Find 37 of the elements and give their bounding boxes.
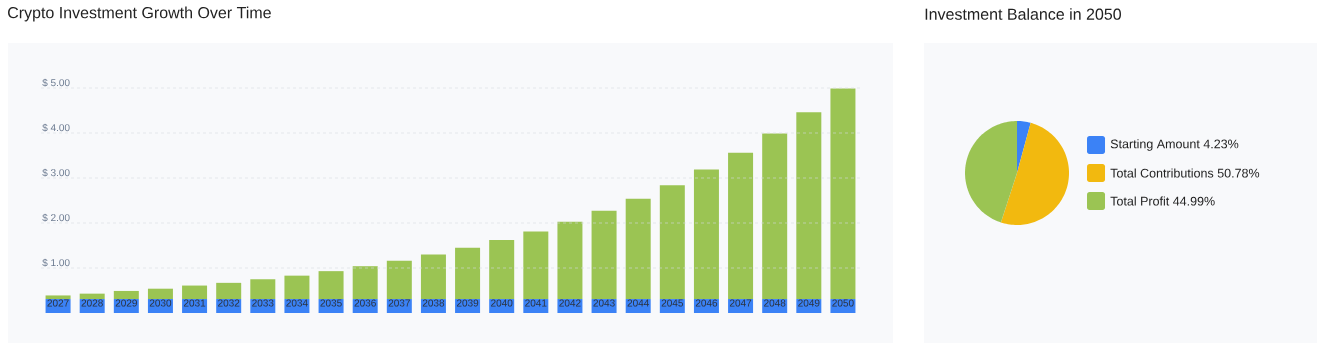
y-tick-label: $ 3.00: [42, 168, 70, 177]
x-tick-label: 2028: [81, 299, 103, 307]
y-tick-label: $ 4.00: [42, 123, 70, 132]
x-tick-label: 2036: [354, 299, 376, 307]
x-tick-label: 2027: [47, 299, 69, 307]
chart-title: Crypto Investment Growth Over Time: [8, 6, 271, 22]
x-tick-label: 2030: [149, 299, 172, 307]
x-tick-label: 2038: [422, 299, 445, 307]
y-tick-label: $ 2.00: [42, 213, 70, 222]
data-label: 44.99%: [1173, 196, 1215, 206]
x-tick-label: 2037: [388, 299, 410, 307]
x-tick-label: 2044: [627, 299, 650, 307]
x-tick-label: 2039: [456, 299, 479, 307]
data-label: 4.23%: [1203, 139, 1239, 149]
x-tick-label: 2033: [252, 299, 274, 307]
x-tick-label: 2048: [764, 299, 786, 307]
legend-label: Total Contributions: [1110, 168, 1214, 178]
x-tick-label: 2032: [218, 299, 240, 307]
x-tick-label: 2042: [559, 299, 581, 307]
x-tick-label: 2046: [695, 299, 718, 307]
x-tick-label: 2043: [593, 299, 615, 307]
x-tick-label: 2031: [183, 299, 206, 307]
x-tick-label: 2040: [491, 299, 513, 307]
x-tick-label: 2047: [729, 299, 752, 307]
x-tick-label: 2041: [525, 299, 547, 307]
x-tick-label: 2034: [286, 299, 308, 307]
x-tick-label: 2029: [115, 299, 137, 307]
legend-label: Total Profit: [1110, 196, 1170, 206]
x-tick-label: 2045: [661, 299, 684, 307]
chart-title: Investment Balance in 2050: [925, 8, 1121, 20]
legend-label: Starting Amount: [1110, 139, 1200, 151]
data-label: 50.78%: [1217, 168, 1260, 178]
x-tick-label: 2049: [798, 299, 820, 307]
x-tick-label: 2035: [320, 299, 342, 307]
y-tick-label: $ 5.00: [42, 78, 70, 87]
x-tick-label: 2050: [832, 299, 854, 307]
y-tick-label: $ 1.00: [42, 258, 70, 267]
